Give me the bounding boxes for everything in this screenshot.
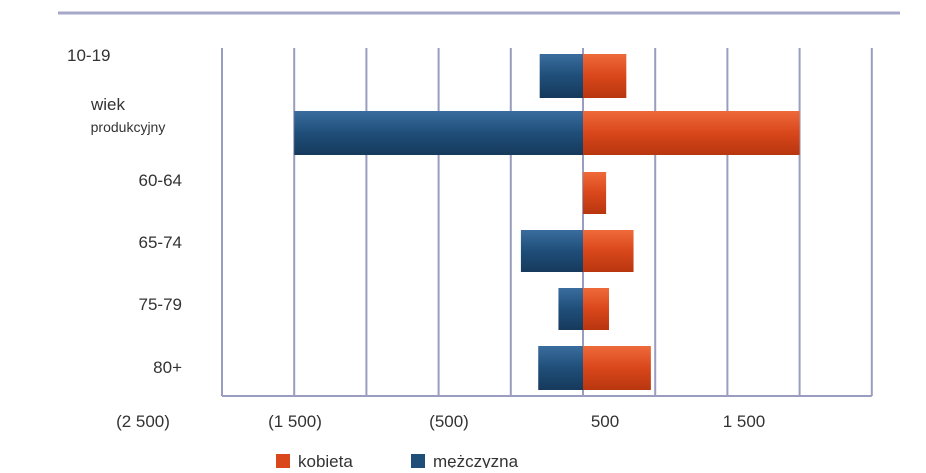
category-label: 10-19 [67,46,110,65]
x-tick-labels: (2 500) (1 500) (500) 500 1 500 [116,412,765,431]
x-tick-label: (2 500) [116,412,170,431]
bar-kobieta [583,230,634,272]
x-tick-label: 1 500 [723,412,766,431]
category-label: 65-74 [139,233,182,252]
category-labels: 10-19 wiek produkcyjny 60-64 65-74 75-79 80+ [67,46,182,377]
legend-swatch [411,454,425,468]
bar-kobieta [583,346,651,390]
bar-kobieta [583,288,609,330]
x-tick-label: 500 [591,412,619,431]
gridlines [221,48,873,397]
bar-mezczyzna [538,346,583,390]
category-label: 60-64 [139,171,182,190]
legend-label: mężczyzna [433,452,519,468]
category-label: 80+ [153,358,182,377]
bar-kobieta [583,111,800,155]
x-tick-label: (1 500) [268,412,322,431]
legend-swatch [276,454,290,468]
legend: kobieta mężczyzna [276,452,519,471]
bar-mezczyzna [539,54,583,98]
category-label: 75-79 [139,295,182,314]
bar-mezczyzna [558,288,583,330]
bar-kobieta [583,54,627,98]
bar-mezczyzna [294,111,583,155]
legend-label: kobieta [298,452,353,468]
x-tick-label: (500) [429,412,469,431]
bar-mezczyzna [520,230,583,272]
bar-kobieta [583,172,607,214]
category-label: wiek produkcyjny [90,95,165,135]
bars [294,54,800,390]
